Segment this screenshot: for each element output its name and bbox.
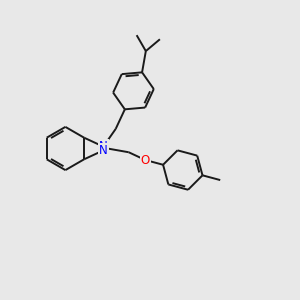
Text: N: N xyxy=(99,140,108,153)
Text: O: O xyxy=(141,154,150,166)
Text: N: N xyxy=(99,144,108,157)
